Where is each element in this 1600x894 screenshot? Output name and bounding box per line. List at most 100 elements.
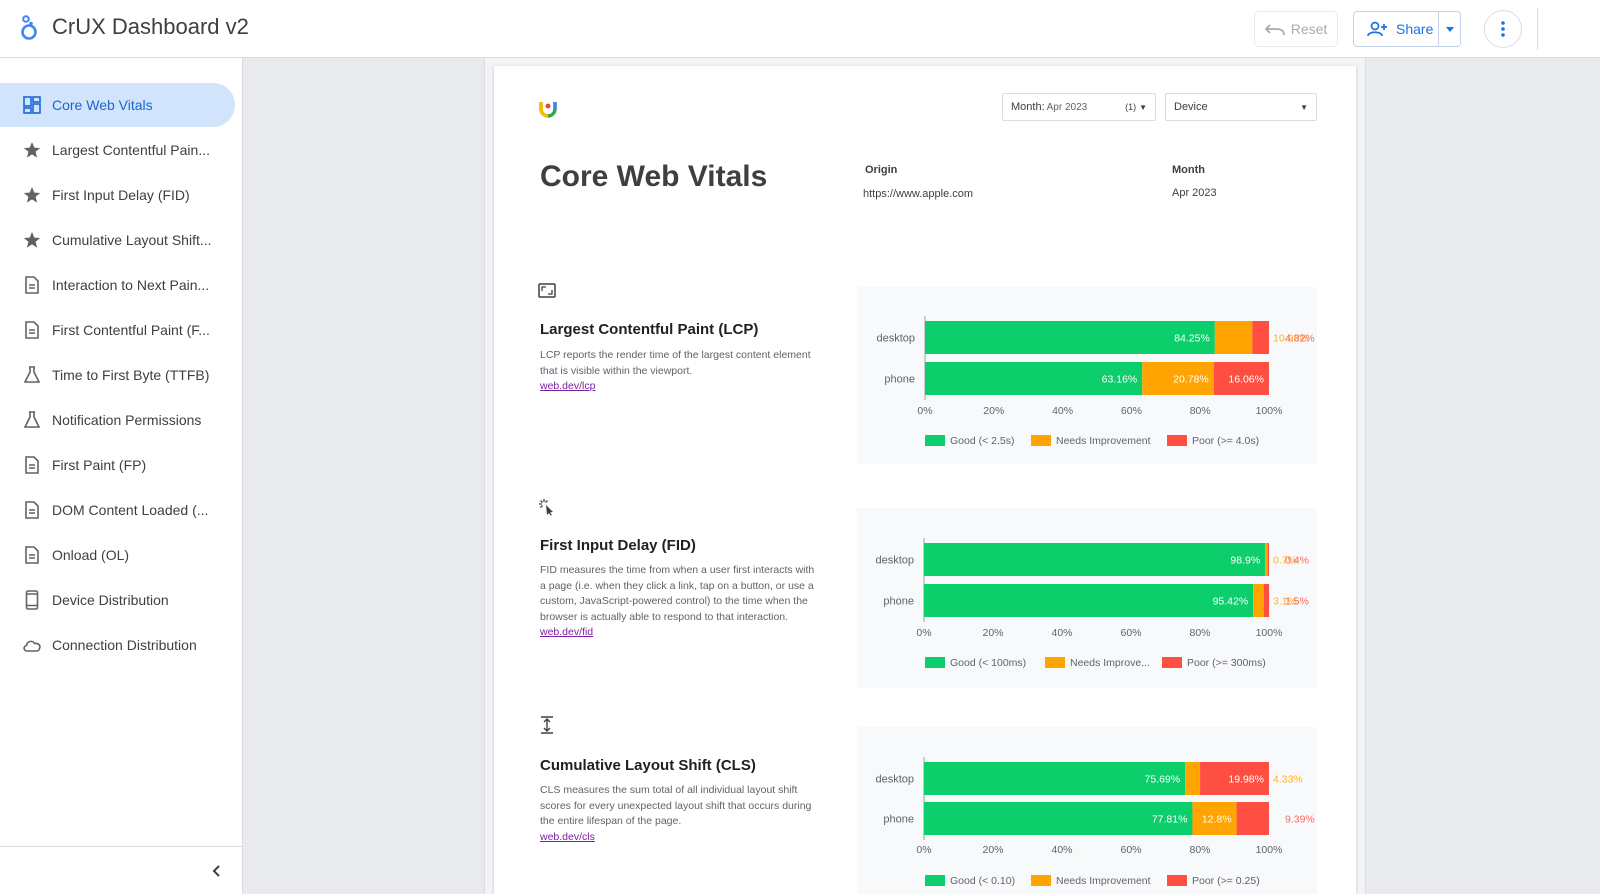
legend-swatch-needs-improvement	[1045, 657, 1065, 668]
document-icon	[22, 455, 42, 475]
sidebar-item-core-web-vitals[interactable]: Core Web Vitals	[0, 83, 235, 127]
sidebar-item-cls[interactable]: Cumulative Layout Shift...	[0, 218, 235, 262]
dashboard-icon	[22, 95, 42, 115]
data-label-needs-improvement-desktop: 4.33%	[1273, 774, 1303, 786]
data-label-good-phone: 63.16%	[1102, 374, 1138, 386]
bar-needs-improvement-desktop	[1265, 543, 1268, 576]
legend-swatch-needs-improvement	[1031, 875, 1051, 886]
origin-value: https://www.apple.com	[863, 188, 974, 200]
collapse-sidebar-button[interactable]	[206, 861, 226, 881]
sidebar-item-label: Onload (OL)	[52, 547, 130, 563]
bar-poor-phone	[1213, 362, 1269, 395]
sidebar-item-label: Largest Contentful Pain...	[52, 142, 210, 158]
share-button[interactable]: Share	[1354, 12, 1438, 46]
x-tick-label: 0%	[917, 405, 932, 417]
sidebar: Core Web Vitals Largest Contentful Pain.…	[0, 58, 243, 894]
month-filter-label: Month:	[1011, 101, 1045, 113]
legend-label-poor: Poor (>= 300ms)	[1187, 657, 1266, 669]
fid-link[interactable]: web.dev/fid	[540, 626, 594, 639]
month-filter[interactable]: Month: Apr 2023 (1) ▼	[1002, 93, 1156, 121]
more-vert-icon	[1501, 21, 1505, 37]
data-label-needs-improvement-phone: 3.1%	[1273, 596, 1297, 608]
bar-poor-phone	[1263, 584, 1270, 617]
sidebar-item-fp[interactable]: First Paint (FP)	[0, 443, 235, 487]
flask-icon	[22, 410, 42, 430]
sidebar-item-inp[interactable]: Interaction to Next Pain...	[0, 263, 235, 307]
x-tick-label: 20%	[982, 627, 1003, 639]
x-tick-label: 20%	[982, 844, 1003, 856]
flask-icon	[22, 365, 42, 385]
bar-needs-improvement-desktop	[1185, 762, 1201, 795]
sidebar-item-label: Core Web Vitals	[52, 97, 153, 113]
share-label: Share	[1396, 21, 1434, 37]
document-icon	[22, 545, 42, 565]
document-icon	[22, 275, 42, 295]
data-label-poor-desktop: 0.4%	[1285, 555, 1309, 567]
legend-label-good: Good (< 100ms)	[950, 657, 1026, 669]
sidebar-footer	[0, 846, 243, 894]
document-icon	[22, 500, 42, 520]
device-filter[interactable]: Device ▼	[1165, 93, 1317, 121]
looker-studio-logo-icon[interactable]	[18, 14, 40, 42]
sidebar-item-connection-distribution[interactable]: Connection Distribution	[0, 623, 235, 667]
category-label-phone: phone	[884, 374, 915, 386]
sidebar-item-dcl[interactable]: DOM Content Loaded (...	[0, 488, 235, 532]
category-label-desktop: desktop	[875, 774, 914, 786]
bar-good-desktop	[924, 762, 1186, 795]
caret-down-icon: ▼	[1139, 102, 1147, 112]
legend-swatch-poor	[1162, 657, 1182, 668]
fid-chart-svg: desktop 98.9% 0.7%0.4% phone 95.42% 3.1%1.5% 0…	[875, 538, 1309, 669]
add-person-icon	[1367, 21, 1387, 37]
caret-down-icon	[1445, 26, 1454, 32]
data-label-poor-phone: 1.5%	[1285, 596, 1309, 608]
legend-label-poor: Poor (>= 0.25)	[1192, 875, 1260, 887]
sidebar-item-ttfb[interactable]: Time to First Byte (TTFB)	[0, 353, 235, 397]
cls-chart-svg: desktop 75.69% 4.33% 19.98% phone 77.81% 12.8%…	[875, 757, 1315, 887]
x-tick-label: 60%	[1120, 627, 1141, 639]
data-label-poor-phone: 16.06%	[1228, 374, 1264, 386]
category-label-phone: phone	[883, 814, 914, 826]
origin-label: Origin	[865, 164, 898, 176]
x-tick-label: 80%	[1189, 627, 1210, 639]
cursor-click-icon	[539, 499, 553, 516]
toolbar-divider	[1537, 8, 1538, 50]
sidebar-item-device-distribution[interactable]: Device Distribution	[0, 578, 235, 622]
report-page: Month: Apr 2023 (1) ▼ Device ▼ Core Web …	[494, 66, 1356, 894]
sidebar-item-notification-permissions[interactable]: Notification Permissions	[0, 398, 235, 442]
more-options-button[interactable]	[1484, 10, 1522, 48]
legend-swatch-poor	[1167, 435, 1187, 446]
cls-chart: desktop 75.69% 4.33% 19.98% phone 77.81% 12.8%…	[857, 727, 1317, 894]
data-label-good-phone: 95.42%	[1213, 596, 1249, 608]
fid-chart: desktop 98.9% 0.7% 0.4% phone 95.42% 3.1% 1.5% 0…	[857, 508, 1317, 688]
legend-label-good: Good (< 2.5s)	[950, 435, 1015, 447]
lcp-link[interactable]: web.dev/lcp	[540, 380, 596, 393]
legend-swatch-good	[925, 657, 945, 668]
sidebar-item-lcp[interactable]: Largest Contentful Pain...	[0, 128, 235, 172]
data-label-poor-desktop: 19.98%	[1228, 774, 1264, 786]
bar-needs-improvement-phone	[1192, 802, 1237, 835]
sidebar-item-label: Cumulative Layout Shift...	[52, 232, 212, 248]
sidebar-item-fcp[interactable]: First Contentful Paint (F...	[0, 308, 235, 352]
x-tick-label: 80%	[1190, 405, 1211, 417]
data-label-good-phone: 77.81%	[1152, 814, 1188, 826]
reset-button[interactable]: Reset	[1254, 11, 1338, 47]
share-dropdown-button[interactable]	[1438, 12, 1460, 46]
caret-down-icon: ▼	[1300, 102, 1308, 112]
chevron-left-icon	[212, 865, 220, 877]
cls-link[interactable]: web.dev/cls	[540, 830, 595, 843]
legend-swatch-good	[925, 875, 945, 886]
vertical-shift-icon	[541, 716, 553, 734]
sidebar-item-fid[interactable]: First Input Delay (FID)	[0, 173, 235, 217]
category-label-desktop: desktop	[876, 333, 915, 345]
fid-description: FID measures the time from when a user f…	[540, 563, 816, 641]
device-filter-label: Device	[1174, 101, 1208, 113]
legend-swatch-poor	[1167, 875, 1187, 886]
document-icon	[22, 320, 42, 340]
bar-good-phone	[924, 584, 1254, 617]
x-tick-label: 40%	[1051, 627, 1072, 639]
sidebar-item-onload[interactable]: Onload (OL)	[0, 533, 235, 577]
month-filter-count: (1)	[1125, 102, 1137, 112]
app-title: CrUX Dashboard v2	[52, 14, 249, 39]
x-tick-label: 100%	[1256, 844, 1283, 856]
data-label-good-desktop: 84.25%	[1174, 333, 1210, 345]
